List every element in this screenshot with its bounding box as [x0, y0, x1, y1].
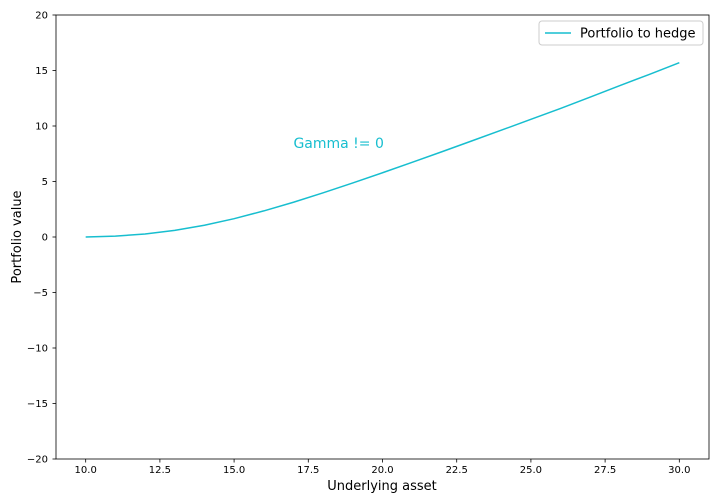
- x-tick-label: 27.5: [594, 465, 616, 476]
- y-tick-label: −5: [33, 288, 48, 299]
- y-tick-label: −15: [27, 399, 48, 410]
- y-tick-label: 10: [35, 122, 48, 133]
- series-layer: [85, 62, 680, 238]
- legend-label: Portfolio to hedge: [580, 27, 696, 42]
- y-axis: −20 −15 −10 −5 0 5 10 15 20: [27, 11, 56, 466]
- x-axis: 10.0 12.5 15.0 17.5 20.0 22.5 25.0 27.5 30.0: [75, 459, 690, 476]
- legend: Portfolio to hedge: [538, 20, 704, 46]
- x-tick-label: 20.0: [371, 465, 393, 476]
- y-tick-label: −10: [27, 344, 48, 355]
- x-tick-label: 17.5: [297, 465, 319, 476]
- y-tick-label: 15: [35, 66, 48, 77]
- y-tick-label: 5: [42, 177, 48, 188]
- x-axis-label: Underlying asset: [327, 479, 437, 494]
- x-tick-label: 30.0: [668, 465, 690, 476]
- y-tick-label: −20: [27, 455, 48, 466]
- x-tick-label: 10.0: [75, 465, 97, 476]
- annotation-text: Gamma != 0: [293, 136, 383, 152]
- x-tick-label: 15.0: [223, 465, 245, 476]
- x-tick-label: 12.5: [149, 465, 171, 476]
- y-tick-label: 20: [35, 11, 48, 22]
- x-tick-label: 22.5: [446, 465, 468, 476]
- y-axis-label: Portfolio value: [10, 190, 25, 283]
- legend-frame: [538, 20, 704, 46]
- x-tick-label: 25.0: [520, 465, 542, 476]
- plot-area: [55, 14, 710, 460]
- series-line-0: [85, 62, 680, 238]
- y-tick-label: 0: [42, 233, 48, 244]
- annotation-layer: Gamma != 0: [293, 136, 383, 152]
